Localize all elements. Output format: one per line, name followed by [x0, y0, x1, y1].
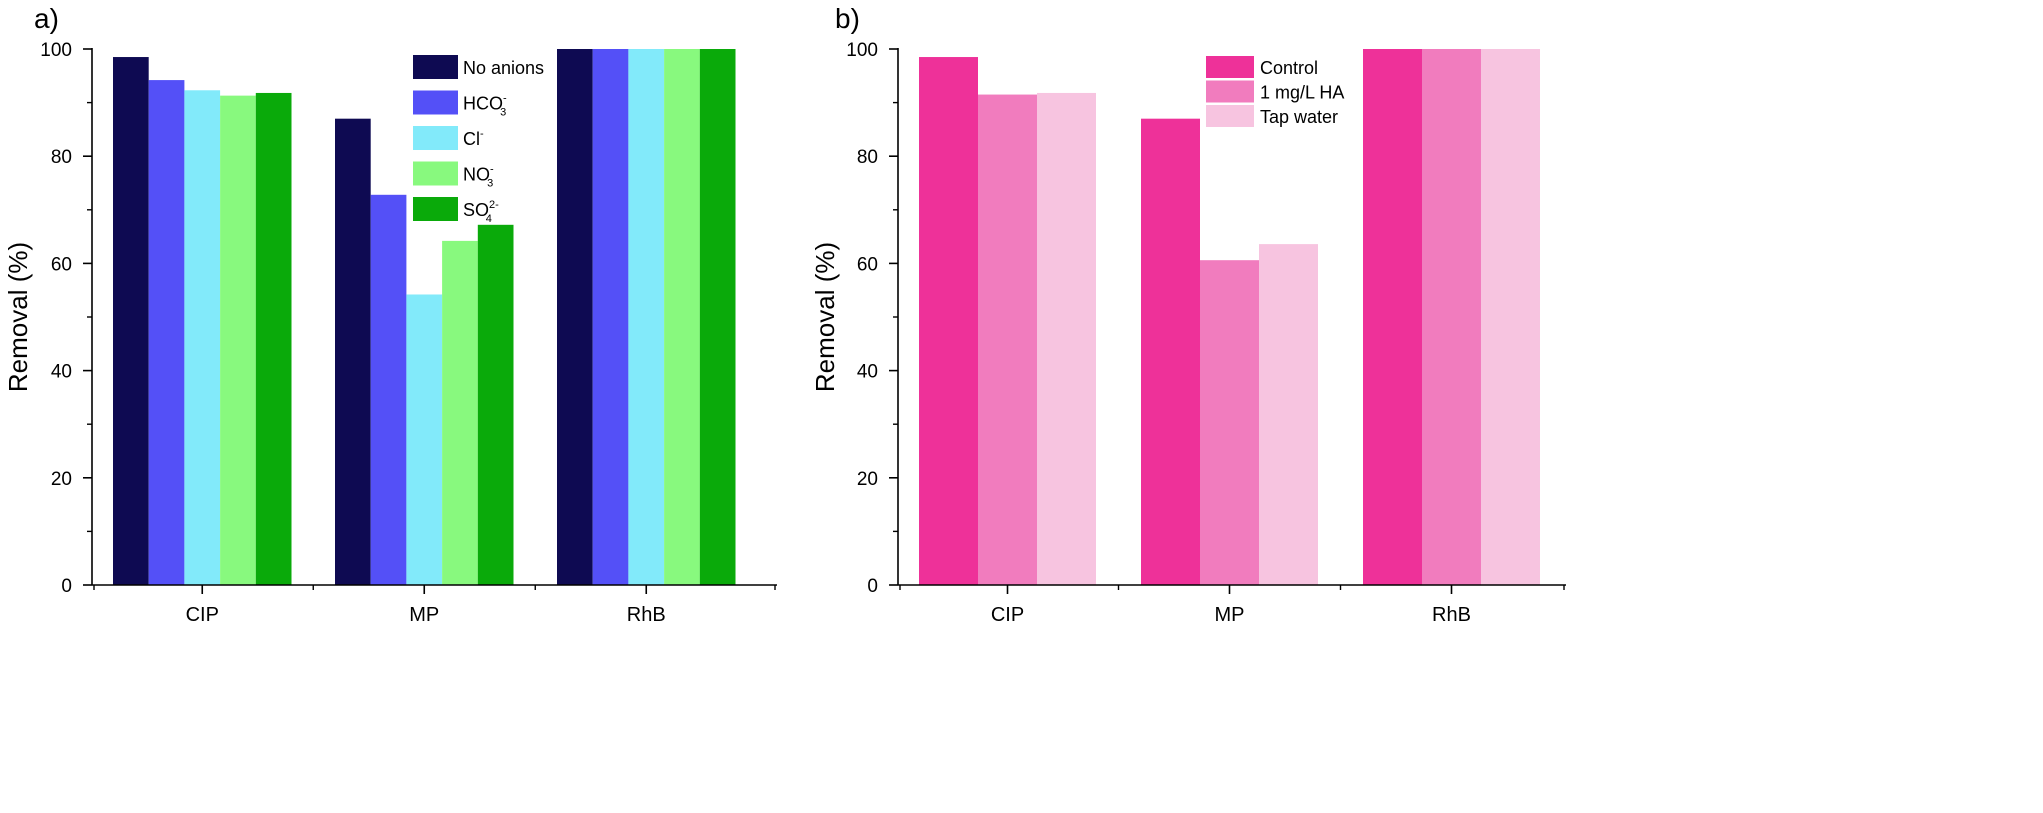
- bar-rhb-series-4: [664, 49, 700, 585]
- legend-swatch: [1206, 105, 1254, 127]
- legend-swatch: [413, 90, 458, 115]
- x-tick-label-rhb: RhB: [1432, 604, 1471, 626]
- x-tick-label-cip: CIP: [186, 604, 219, 626]
- x-tick-label-mp: MP: [409, 604, 439, 626]
- bar-rhb-series-2: [592, 49, 629, 585]
- legend-swatch: [1206, 56, 1254, 78]
- bar-cip-series-1: [919, 57, 978, 586]
- bar-mp-series-2: [370, 194, 407, 586]
- legend-label: HCO-3: [463, 93, 507, 119]
- y-tick-label: 100: [846, 40, 878, 61]
- y-tick-label: 40: [857, 362, 878, 383]
- y-tick-label: 80: [857, 147, 878, 168]
- bar-rhb-series-3: [1481, 49, 1540, 585]
- bar-mp-series-2: [1200, 260, 1259, 585]
- legend-swatch: [413, 197, 458, 221]
- legend-label: Tap water: [1260, 107, 1338, 127]
- bar-rhb-series-1: [1363, 49, 1422, 585]
- bar-mp-series-3: [406, 294, 443, 585]
- bar-cip-series-2: [978, 94, 1037, 585]
- bar-cip-series-5: [255, 92, 292, 586]
- bar-cip-series-2: [148, 80, 185, 585]
- legend-swatch: [413, 55, 458, 79]
- legend-swatch: [413, 161, 458, 186]
- y-tick-label: 40: [51, 362, 72, 383]
- bar-cip-series-1: [113, 57, 149, 586]
- x-tick-label-cip: CIP: [991, 604, 1024, 626]
- panel-label: b): [835, 3, 860, 34]
- y-tick-label: 20: [51, 469, 72, 490]
- y-tick-label: 0: [61, 576, 72, 597]
- legend-label: Control: [1260, 58, 1318, 78]
- chart-panel-a: 0 20 40 60 80 100 CIP MP RhB Removal (%) a) No anio…: [3, 3, 777, 626]
- panel-label: a): [34, 3, 59, 34]
- legend-label: No anions: [463, 58, 544, 78]
- legend-label: Cl-: [463, 128, 484, 149]
- legend: No anions HCO-3 Cl- NO-3 SO2-4: [413, 55, 544, 225]
- y-axis-title: Removal (%): [3, 242, 33, 392]
- y-tick-label: 0: [867, 576, 878, 597]
- legend-label: 1 mg/L HA: [1260, 83, 1344, 103]
- y-axis-title: Removal (%): [810, 242, 840, 392]
- bar-cip-series-3: [1037, 92, 1096, 586]
- x-tick-label-mp: MP: [1215, 604, 1245, 626]
- bar-mp-series-3: [1259, 244, 1318, 585]
- chart-panel-b: 0 20 40 60 80 100 CIP MP RhB Removal (%) b) Control…: [810, 3, 1566, 626]
- y-tick-label: 60: [857, 254, 878, 275]
- bar-mp-series-1: [1141, 118, 1200, 586]
- legend-swatch: [1206, 80, 1254, 103]
- y-tick-label: 80: [51, 147, 72, 168]
- bar-cip-series-4: [220, 95, 256, 585]
- legend: Control 1 mg/L HA Tap water: [1206, 56, 1344, 127]
- legend-label: SO2-4: [463, 199, 499, 225]
- bar-rhb-series-3: [628, 49, 665, 585]
- x-tick-label-rhb: RhB: [627, 604, 666, 626]
- legend-label: NO-3: [463, 164, 494, 190]
- bar-rhb-series-2: [1422, 49, 1481, 585]
- y-tick-label: 100: [40, 40, 72, 61]
- bar-mp-series-4: [442, 240, 478, 585]
- y-tick-label: 60: [51, 254, 72, 275]
- bar-rhb-series-5: [699, 49, 736, 585]
- bar-mp-series-5: [477, 224, 514, 586]
- bar-mp-series-1: [335, 118, 371, 586]
- bar-rhb-series-1: [557, 49, 593, 585]
- y-tick-label: 20: [857, 469, 878, 490]
- bar-cip-series-3: [184, 90, 221, 585]
- legend-swatch: [413, 126, 458, 150]
